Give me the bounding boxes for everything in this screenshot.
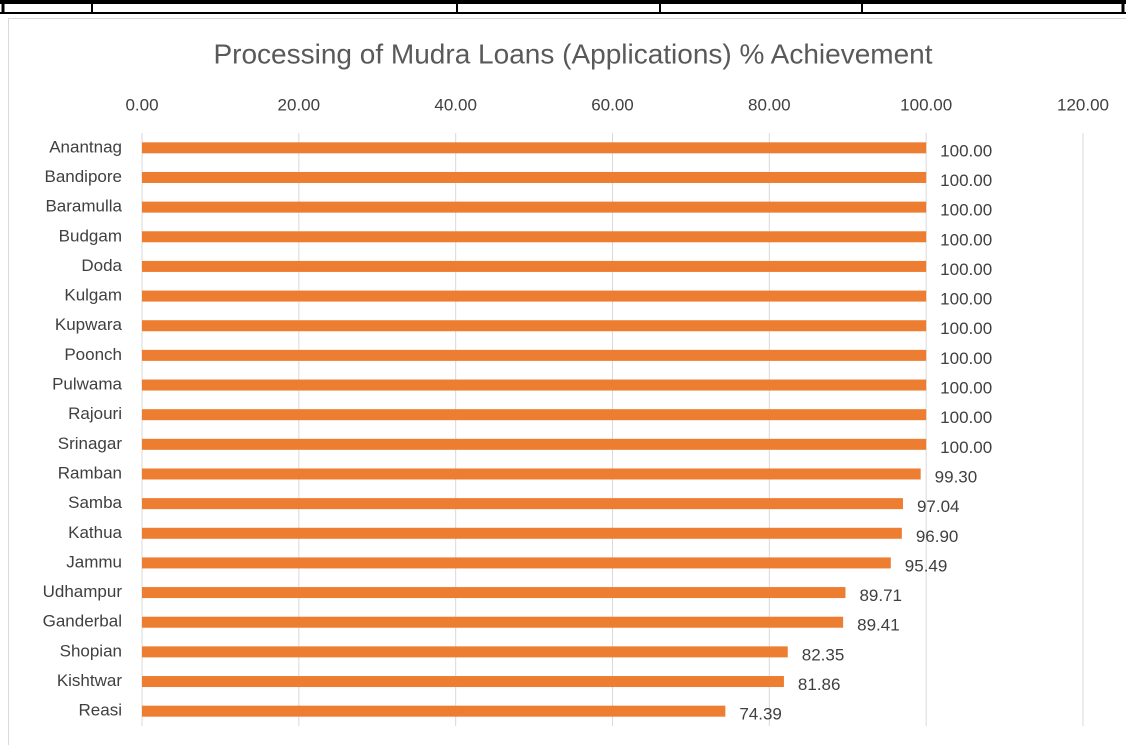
x-tick-label: 80.00 bbox=[748, 95, 791, 114]
bar bbox=[142, 498, 903, 509]
bar bbox=[142, 439, 926, 450]
bar bbox=[142, 676, 784, 687]
bar bbox=[142, 231, 926, 242]
data-label: 100.00 bbox=[940, 438, 992, 457]
bar bbox=[142, 706, 725, 717]
x-tick-label: 0.00 bbox=[125, 95, 158, 114]
bar bbox=[142, 528, 902, 539]
bar bbox=[142, 468, 921, 479]
data-label: 96.90 bbox=[916, 527, 959, 546]
y-tick-label: Kishtwar bbox=[57, 671, 123, 690]
table-border bbox=[0, 0, 1126, 14]
bar bbox=[142, 587, 845, 598]
y-tick-label: Jammu bbox=[66, 552, 122, 571]
bar bbox=[142, 409, 926, 420]
y-tick-label: Samba bbox=[68, 493, 122, 512]
y-tick-label: Anantnag bbox=[49, 137, 122, 156]
y-tick-label: Ramban bbox=[58, 463, 122, 482]
y-tick-label: Baramulla bbox=[45, 197, 122, 216]
data-label: 100.00 bbox=[940, 290, 992, 309]
data-label: 100.00 bbox=[940, 349, 992, 368]
y-tick-label: Kulgam bbox=[64, 286, 122, 305]
data-label: 100.00 bbox=[940, 141, 992, 160]
data-label: 97.04 bbox=[917, 497, 960, 516]
y-tick-label: Poonch bbox=[64, 345, 122, 364]
y-tick-label: Rajouri bbox=[68, 404, 122, 423]
bar bbox=[142, 557, 891, 568]
data-label: 89.41 bbox=[857, 616, 900, 635]
x-tick-label: 60.00 bbox=[591, 95, 634, 114]
y-tick-label: Ganderbal bbox=[43, 612, 122, 631]
data-label: 100.00 bbox=[940, 230, 992, 249]
y-tick-label: Srinagar bbox=[58, 434, 123, 453]
x-tick-label: 20.00 bbox=[278, 95, 321, 114]
y-tick-label: Shopian bbox=[60, 641, 122, 660]
bar bbox=[142, 350, 926, 361]
data-label: 81.86 bbox=[798, 675, 841, 694]
x-tick-label: 40.00 bbox=[434, 95, 477, 114]
bar bbox=[142, 142, 926, 153]
y-tick-label: Reasi bbox=[79, 701, 122, 720]
data-label: 100.00 bbox=[940, 319, 992, 338]
data-label: 100.00 bbox=[940, 260, 992, 279]
y-tick-label: Udhampur bbox=[43, 582, 123, 601]
bar bbox=[142, 646, 788, 657]
y-tick-label: Budgam bbox=[59, 226, 122, 245]
data-label: 95.49 bbox=[905, 556, 948, 575]
data-label: 99.30 bbox=[935, 467, 978, 486]
y-tick-label: Doda bbox=[81, 256, 122, 275]
x-tick-label: 100.00 bbox=[900, 95, 952, 114]
data-label: 82.35 bbox=[802, 645, 845, 664]
chart-title: Processing of Mudra Loans (Applications)… bbox=[213, 38, 932, 69]
y-tick-label: Bandipore bbox=[44, 167, 122, 186]
data-label: 100.00 bbox=[940, 201, 992, 220]
data-label: 100.00 bbox=[940, 408, 992, 427]
y-tick-label: Kathua bbox=[68, 523, 122, 542]
bar bbox=[142, 320, 926, 331]
data-label: 89.71 bbox=[859, 586, 902, 605]
bar bbox=[142, 172, 926, 183]
x-tick-label: 120.00 bbox=[1057, 95, 1109, 114]
bar bbox=[142, 261, 926, 272]
data-label: 74.39 bbox=[739, 705, 782, 724]
data-label: 100.00 bbox=[940, 379, 992, 398]
y-tick-label: Pulwama bbox=[52, 375, 122, 394]
bar bbox=[142, 202, 926, 213]
bar bbox=[142, 380, 926, 391]
bar bbox=[142, 291, 926, 302]
bar bbox=[142, 617, 843, 628]
data-label: 100.00 bbox=[940, 171, 992, 190]
y-tick-label: Kupwara bbox=[55, 315, 123, 334]
